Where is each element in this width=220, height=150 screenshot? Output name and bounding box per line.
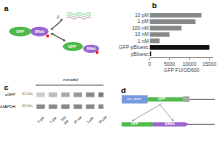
svg-text:ERdd: ERdd	[165, 122, 174, 126]
svg-text:GFP: GFP	[158, 97, 166, 101]
svg-text:GFP: GFP	[131, 122, 139, 126]
svg-text:ERdd: ERdd	[35, 30, 44, 34]
svg-text:100 nM: 100 nM	[132, 25, 149, 31]
svg-text:10 µM: 10 µM	[98, 115, 108, 124]
svg-text:42 kDa: 42 kDa	[22, 92, 33, 96]
svg-text:0: 0	[148, 61, 151, 67]
svg-text:100pM: 100pM	[60, 116, 70, 126]
svg-text:1 µM: 1 µM	[86, 116, 95, 124]
svg-text:10 pM: 10 pM	[135, 12, 149, 18]
svg-text:1 nM: 1 nM	[137, 38, 148, 44]
svg-text:GFP: GFP	[16, 29, 25, 34]
svg-text:off: off	[55, 14, 61, 20]
svg-text:1 pM: 1 pM	[137, 18, 148, 24]
svg-text:10 nM: 10 nM	[73, 115, 83, 124]
svg-text:ERdd: ERdd	[87, 47, 95, 51]
svg-text:d: d	[121, 86, 126, 95]
svg-text:aGAPDH: aGAPDH	[0, 104, 16, 109]
svg-text:c: c	[4, 83, 9, 92]
svg-text:GFP: GFP	[68, 44, 77, 49]
svg-text:10000: 10000	[183, 61, 197, 67]
svg-text:GFP-pBluesc: GFP-pBluesc	[119, 44, 149, 50]
svg-text:10 nM: 10 nM	[135, 31, 149, 37]
svg-text:0 pM: 0 pM	[37, 116, 45, 124]
svg-text:aGFP: aGFP	[5, 92, 16, 97]
svg-text:pBluesc: pBluesc	[131, 51, 149, 57]
svg-text:15000: 15000	[202, 61, 216, 67]
svg-text:b: b	[152, 1, 157, 10]
svg-text:estradiol: estradiol	[63, 77, 78, 82]
svg-text:a: a	[4, 4, 9, 13]
svg-text:5000: 5000	[164, 61, 175, 67]
svg-text:GFP FU/OD600: GFP FU/OD600	[164, 67, 200, 73]
svg-text:soc. prom.: soc. prom.	[127, 97, 142, 101]
svg-text:40 kDa: 40 kDa	[22, 104, 33, 108]
svg-text:1 pM: 1 pM	[49, 116, 57, 124]
